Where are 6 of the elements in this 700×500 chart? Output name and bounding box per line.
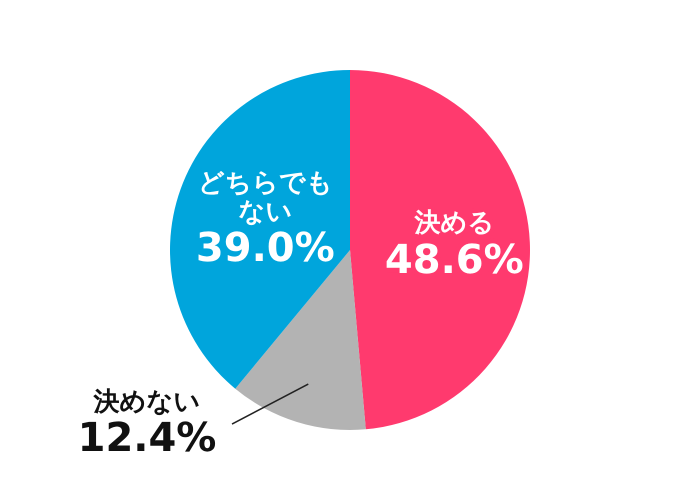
slice-label: 決めない [92, 386, 202, 417]
data-label: 39.0% [194, 225, 336, 272]
slice-label: 決める [413, 208, 496, 238]
slice-label: どちらでもない [196, 168, 334, 227]
data-label: 12.4% [76, 415, 218, 462]
data-label: 48.6% [384, 236, 525, 282]
